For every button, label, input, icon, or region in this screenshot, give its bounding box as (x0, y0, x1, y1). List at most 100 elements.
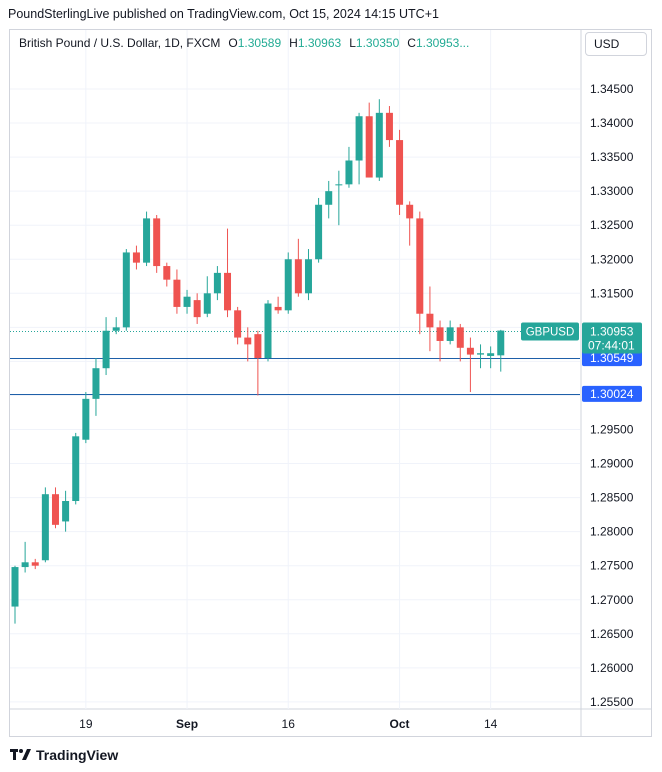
candle-body (375, 112, 383, 178)
candle (355, 112, 363, 185)
candle (102, 317, 110, 376)
candles (11, 99, 505, 624)
price-tick-label: 1.33500 (590, 150, 634, 164)
candle-body (466, 347, 474, 355)
candle-body (304, 259, 312, 294)
candle (406, 201, 414, 246)
candle (82, 392, 90, 444)
level-price-tag: 1.30024 (582, 385, 642, 402)
price-tick-label: 1.27500 (590, 559, 634, 573)
candle (315, 197, 323, 263)
candle (254, 330, 262, 396)
candle-body (436, 327, 444, 341)
candle-body (21, 562, 29, 568)
candle (132, 245, 140, 270)
candle (143, 211, 151, 267)
candle (487, 346, 495, 369)
candle (41, 487, 49, 563)
price-tick-label: 1.32500 (590, 218, 634, 232)
level-price-tag-text: 1.30549 (590, 351, 634, 365)
level-price-tag-bg (582, 385, 642, 402)
tradingview-logo[interactable]: TradingView (10, 747, 118, 763)
candle-body (284, 259, 292, 311)
time-tick-label: Oct (390, 717, 410, 731)
candle (193, 293, 201, 324)
candle-body (143, 218, 151, 263)
candle-body (203, 293, 211, 314)
candle (183, 289, 191, 314)
candle-body (335, 184, 343, 186)
candle-body (315, 204, 323, 260)
candle (396, 129, 404, 215)
candle (446, 320, 454, 345)
price-tick-label: 1.28500 (590, 491, 634, 505)
candle (92, 357, 100, 416)
candle-body (112, 327, 120, 331)
candle-body (446, 327, 454, 341)
candle (335, 170, 343, 226)
candle-body (62, 501, 70, 522)
candle-body (385, 112, 393, 141)
price-tick-label: 1.29500 (590, 423, 634, 437)
candle-body (51, 494, 59, 525)
candle (62, 490, 70, 532)
low-value: 1.30350 (355, 36, 400, 50)
candle (477, 344, 485, 369)
price-tick-label: 1.34500 (590, 82, 634, 96)
publisher-caption: PoundSterlingLive published on TradingVi… (8, 7, 439, 21)
price-tick-label: 1.26500 (590, 627, 634, 641)
price-tick-label: 1.29000 (590, 457, 634, 471)
candle (436, 320, 444, 362)
candle (304, 249, 312, 301)
tradingview-logo-icon (10, 749, 31, 760)
price-tick-label: 1.31500 (590, 286, 634, 300)
candle (213, 266, 221, 301)
level-price-tag: 1.30549 (582, 350, 642, 367)
symbol-tag-bg (521, 322, 579, 341)
candle-body (487, 353, 495, 356)
candle-body (355, 116, 363, 161)
symbol-name: British Pound / U.S. Dollar, 1D, FXCM (19, 36, 221, 50)
candle-body (274, 306, 282, 311)
candle (173, 269, 181, 314)
time-tick-label: 14 (484, 717, 498, 731)
candle-body (92, 368, 100, 399)
symbol-tag-text: GBPUSD (526, 327, 575, 339)
candle-body (102, 330, 110, 369)
candle-body (254, 334, 262, 358)
tradingview-logo-text: TradingView (36, 747, 119, 763)
currency-button[interactable]: USD (585, 32, 647, 56)
price-tick-label: 1.26000 (590, 661, 634, 675)
close-label: C (407, 36, 416, 50)
candle-body (82, 398, 90, 440)
candle-body (132, 252, 140, 263)
candle (153, 214, 161, 273)
candle-body (497, 330, 505, 356)
time-axis: 19 Sep 16 Oct 14 (79, 717, 497, 731)
candle (497, 329, 505, 372)
candle-body (163, 266, 171, 280)
candle (234, 306, 242, 345)
candle-body (72, 436, 80, 502)
candle-body (213, 272, 221, 294)
candle-body (396, 140, 404, 205)
candle-body (173, 279, 181, 307)
low-label: L (349, 36, 356, 50)
level-price-tag-bg (582, 350, 642, 367)
candle (72, 432, 80, 505)
candle (203, 276, 211, 318)
candle-body (41, 494, 49, 561)
candle-body (244, 337, 252, 345)
candle-body (122, 252, 130, 328)
price-tick-label: 1.34000 (590, 116, 634, 130)
candle-body (193, 300, 201, 318)
candle (122, 249, 130, 331)
price-tick-label: 1.25500 (590, 695, 634, 709)
time-tick-label: Sep (176, 717, 198, 731)
candle (325, 180, 333, 219)
candle (244, 327, 252, 362)
price-axis: 1.25500 1.26000 1.26500 1.27000 1.27500 1.280… (590, 82, 634, 709)
